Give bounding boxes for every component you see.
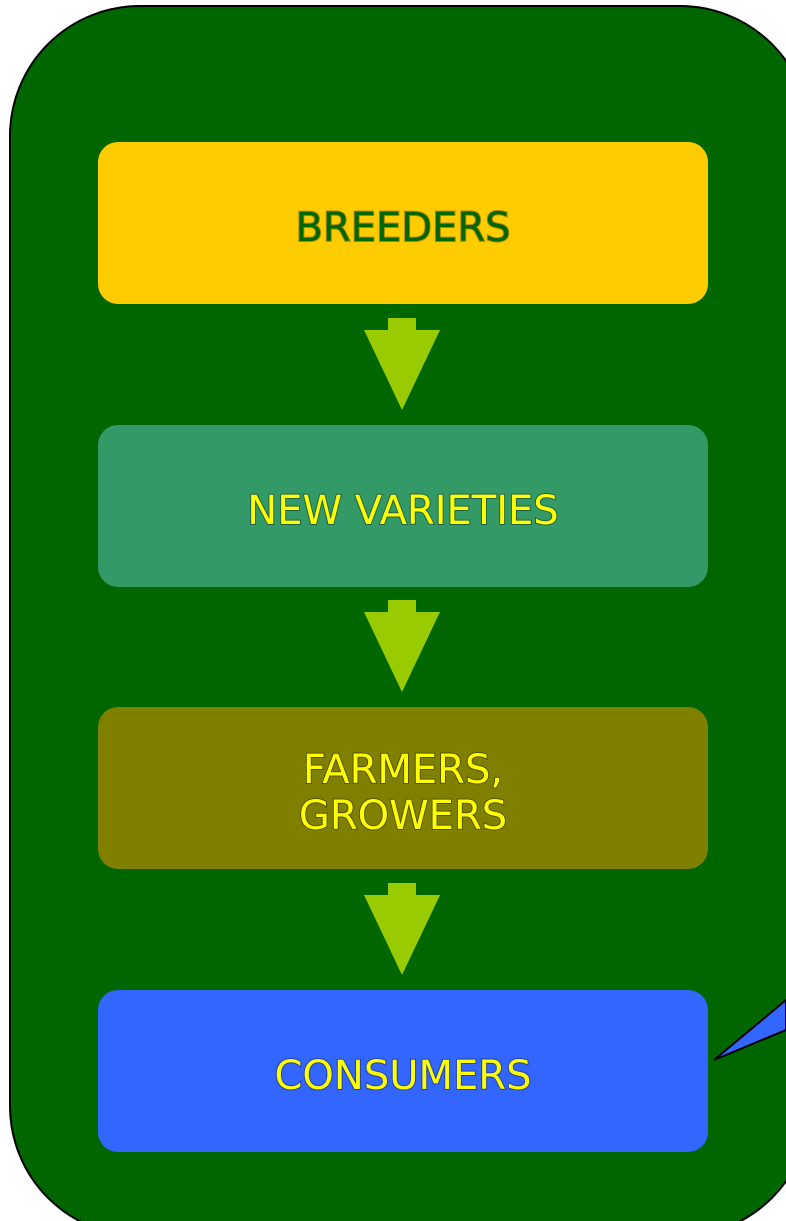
labels: BREEDERS NEW VARIETIES FARMERS, GROWERS CONS… [246, 204, 559, 1100]
node-box [98, 990, 708, 1152]
arrow [364, 600, 440, 692]
node-label: CONSUMERS [275, 1053, 532, 1099]
node-label: FARMERS, GROWERS [299, 747, 507, 839]
arrow [364, 318, 440, 410]
arrows [364, 318, 440, 975]
node-label: NEW VARIETIES [247, 488, 558, 534]
arrow [364, 883, 440, 975]
node-label: BREEDERS [295, 205, 510, 251]
node-box [98, 142, 708, 304]
callout-tail [713, 998, 786, 1061]
node-box [98, 425, 708, 587]
node-box [98, 707, 708, 869]
